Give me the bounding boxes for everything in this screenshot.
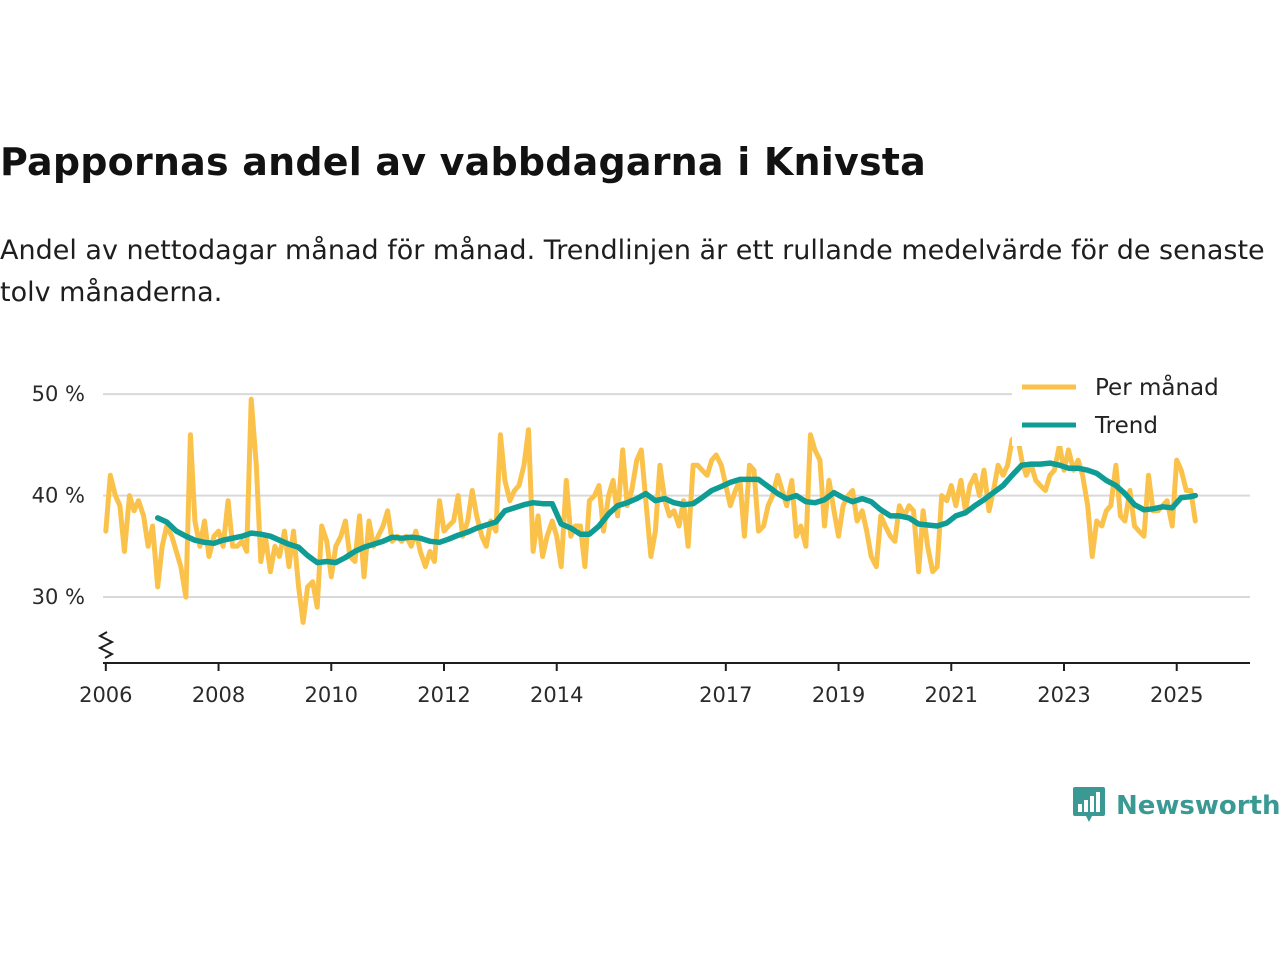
series-line-trend [154, 460, 1199, 566]
x-tick-label: 2025 [1150, 683, 1203, 707]
x-tick-label: 2006 [79, 683, 132, 707]
x-tick-label: 2017 [699, 683, 752, 707]
line-chart: 30 % 40 % 50 % 2006 2008 2010 2012 2014 2017 2019… [32, 370, 1252, 707]
x-tick-label: 2010 [305, 683, 358, 707]
newsworthy-chat-chart-icon [1073, 787, 1105, 822]
x-tick-label: 2008 [192, 683, 245, 707]
axis-break-icon [97, 631, 115, 659]
x-tick-label: 2023 [1037, 683, 1090, 707]
x-tick-label: 2012 [417, 683, 470, 707]
x-tick-label: 2014 [530, 683, 583, 707]
chart-title: Pappornas andel av vabbdagarna i Knivsta [0, 140, 926, 184]
y-tick-label: 40 % [32, 484, 85, 508]
legend-label-trend: Trend [1094, 413, 1158, 439]
chart-subtitle: Andel av nettodagar månad för månad. Tre… [0, 235, 1265, 308]
series-trend [154, 460, 1199, 566]
x-tick-label: 2019 [812, 683, 865, 707]
y-tick-label: 50 % [32, 382, 85, 406]
axes: 30 % 40 % 50 % 2006 2008 2010 2012 2014 2017 2019… [32, 382, 1250, 707]
legend-background [1012, 370, 1252, 446]
newsworthy-logo[interactable]: Newsworthy [1072, 786, 1280, 826]
legend[interactable]: Per månad Trend [1012, 370, 1252, 446]
legend-label-per-manad: Per månad [1095, 373, 1219, 401]
y-tick-label: 30 % [32, 585, 85, 609]
x-tick-label: 2021 [925, 683, 978, 707]
brand-name: Newsworthy [1116, 791, 1280, 821]
